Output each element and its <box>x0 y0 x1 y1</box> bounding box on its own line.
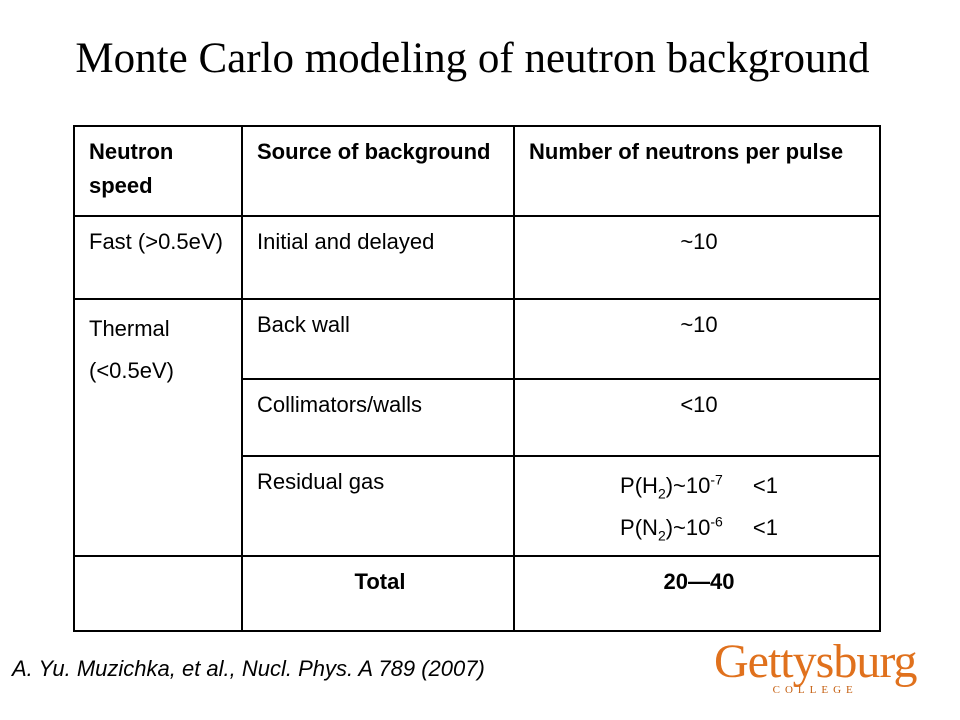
row: Total 20—40 <box>73 555 881 632</box>
logo-name: Gettysburg <box>714 635 917 688</box>
cell: P(H2)~10-7 <1 P(N2)~10-6 <1 <box>513 455 881 557</box>
cell: Total <box>241 555 515 632</box>
cell: Back wall <box>241 298 515 380</box>
cell <box>73 555 243 632</box>
citation: A. Yu. Muzichka, et al., Nucl. Phys. A 7… <box>12 656 485 681</box>
logo-sub: COLLEGE <box>772 684 858 696</box>
table: Neutron speed Source of background Numbe… <box>73 125 881 632</box>
gas-line: P(N2)~10-6 <1 <box>529 507 869 549</box>
superscript: -7 <box>710 471 723 488</box>
text: P(N <box>620 515 658 540</box>
speed: Thermal <box>89 316 170 341</box>
cell: ~10 <box>513 298 881 380</box>
speed-range: (<0.5eV) <box>89 358 174 383</box>
cell: 20—40 <box>513 555 881 632</box>
row: Fast (>0.5eV) Initial and delayed ~10 <box>73 215 881 300</box>
text: )~10 <box>665 473 711 498</box>
header-row: Neutron speed Source of background Numbe… <box>73 125 881 217</box>
subscript: 2 <box>657 485 666 502</box>
cell: Thermal (<0.5eV) <box>73 298 243 557</box>
cell: Residual gas <box>241 455 515 557</box>
row: Collimators/walls <10 <box>74 378 881 457</box>
header-cell: Number of neutrons per pulse <box>513 125 881 217</box>
header-cell: Source of background <box>241 125 515 217</box>
text: <1 <box>752 515 778 540</box>
row: Thermal (<0.5eV) Back wall ~10 <box>73 298 881 557</box>
text: P(H <box>620 473 658 498</box>
header-cell: Neutron speed <box>73 125 243 217</box>
row: Residual gas P(H2)~10-7 <1 P(N2)~10-6 <1 <box>74 455 881 557</box>
logo: Gettysburg COLLEGE <box>714 635 917 697</box>
text: )~10 <box>665 515 711 540</box>
cell: Collimators/walls <box>241 378 515 457</box>
superscript: -6 <box>710 513 723 530</box>
cell: Fast (>0.5eV) <box>73 215 243 300</box>
text: <1 <box>752 473 778 498</box>
cell: <10 <box>513 378 881 457</box>
subscript: 2 <box>657 527 666 544</box>
cell: ~10 <box>513 215 881 300</box>
cell: Initial and delayed <box>241 215 515 300</box>
title: Monte Carlo modeling of neutron backgrou… <box>75 35 870 82</box>
gas-line: P(H2)~10-7 <1 <box>529 465 869 507</box>
